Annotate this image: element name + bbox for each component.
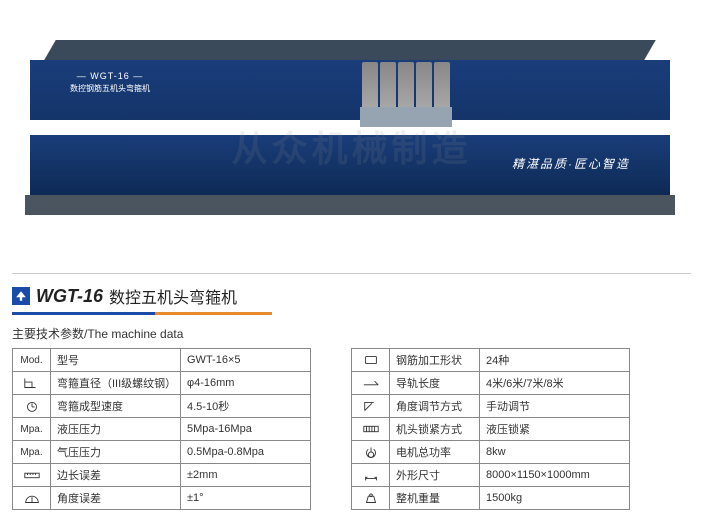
specs-table-right: 钢筋加工形状24种导轨长度4米/6米/7米/8米角度调节方式手动调节机头锁紧方式… (351, 348, 630, 510)
arrow-up-icon (12, 287, 30, 305)
product-title: WGT-16 数控五机头弯箍机 (0, 284, 703, 308)
spec-label: 机头锁紧方式 (390, 418, 480, 441)
spec-icon: Mpa. (13, 441, 51, 464)
spec-row: 机头锁紧方式液压锁紧 (352, 418, 630, 441)
spec-value: ±1° (181, 487, 311, 510)
spec-icon (13, 464, 51, 487)
machine-label: — WGT-16 — 数控钢筋五机头弯箍机 (70, 70, 150, 94)
spec-value: 1500kg (480, 487, 630, 510)
spec-icon (352, 349, 390, 372)
product-photo: — WGT-16 — 数控钢筋五机头弯箍机 精湛品质·匠心智造 从众机械制造 (0, 0, 703, 265)
spec-icon: Mod. (13, 349, 51, 372)
spec-value: ±2mm (181, 464, 311, 487)
spec-value: 手动调节 (480, 395, 630, 418)
divider (12, 273, 691, 274)
subtitle: 主要技术参数/The machine data (0, 315, 703, 348)
bending-heads (362, 62, 450, 112)
spec-label: 液压压力 (51, 418, 181, 441)
spec-icon (352, 464, 390, 487)
spec-label: 钢筋加工形状 (390, 349, 480, 372)
spec-value: 4米/6米/7米/8米 (480, 372, 630, 395)
spec-value: 8000×1150×1000mm (480, 464, 630, 487)
specs-table-left: Mod.型号GWT-16×5弯箍直径（III级螺纹钢）φ4-16mm弯箍成型速度… (12, 348, 311, 510)
spec-row: 钢筋加工形状24种 (352, 349, 630, 372)
spec-row: 外形尺寸8000×1150×1000mm (352, 464, 630, 487)
spec-value: 24种 (480, 349, 630, 372)
spec-value: GWT-16×5 (181, 349, 311, 372)
spec-icon (13, 487, 51, 510)
spec-row: 弯箍直径（III级螺纹钢）φ4-16mm (13, 372, 311, 395)
spec-row: Mod.型号GWT-16×5 (13, 349, 311, 372)
spec-icon (13, 372, 51, 395)
title-model: WGT-16 (36, 286, 103, 307)
spec-label: 型号 (51, 349, 181, 372)
spec-icon (352, 395, 390, 418)
spec-label: 弯箍成型速度 (51, 395, 181, 418)
spec-label: 导轨长度 (390, 372, 480, 395)
spec-label: 外形尺寸 (390, 464, 480, 487)
spec-row: 边长误差±2mm (13, 464, 311, 487)
spec-icon (352, 372, 390, 395)
spec-value: 4.5-10秒 (181, 395, 311, 418)
spec-value: φ4-16mm (181, 372, 311, 395)
spec-icon (352, 441, 390, 464)
spec-label: 气压压力 (51, 441, 181, 464)
spec-label: 边长误差 (51, 464, 181, 487)
spec-label: 整机重量 (390, 487, 480, 510)
spec-icon (352, 418, 390, 441)
spec-value: 0.5Mpa-0.8Mpa (181, 441, 311, 464)
spec-value: 5Mpa-16Mpa (181, 418, 311, 441)
spec-row: 整机重量1500kg (352, 487, 630, 510)
title-name: 数控五机头弯箍机 (109, 284, 237, 308)
slogan-text: 精湛品质·匠心智造 (512, 155, 630, 172)
spec-label: 角度误差 (51, 487, 181, 510)
spec-label: 弯箍直径（III级螺纹钢） (51, 372, 181, 395)
spec-row: 电机总功率8kw (352, 441, 630, 464)
spec-value: 8kw (480, 441, 630, 464)
spec-row: 角度调节方式手动调节 (352, 395, 630, 418)
spec-row: Mpa.气压压力0.5Mpa-0.8Mpa (13, 441, 311, 464)
spec-value: 液压锁紧 (480, 418, 630, 441)
spec-label: 角度调节方式 (390, 395, 480, 418)
spec-row: 角度误差±1° (13, 487, 311, 510)
spec-row: 导轨长度4米/6米/7米/8米 (352, 372, 630, 395)
spec-icon: Mpa. (13, 418, 51, 441)
spec-row: Mpa.液压压力5Mpa-16Mpa (13, 418, 311, 441)
spec-icon (352, 487, 390, 510)
spec-label: 电机总功率 (390, 441, 480, 464)
spec-icon (13, 395, 51, 418)
spec-row: 弯箍成型速度4.5-10秒 (13, 395, 311, 418)
